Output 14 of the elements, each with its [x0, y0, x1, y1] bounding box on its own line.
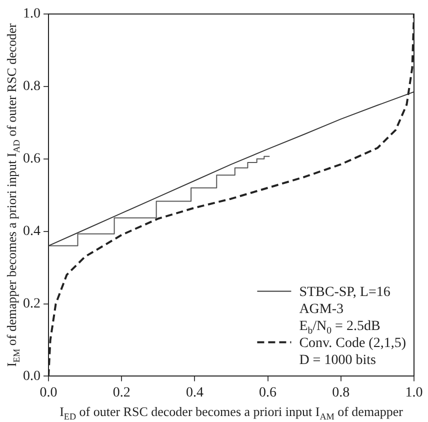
y-tick-label: 0.6	[23, 152, 40, 167]
y-tick-label: 0.0	[23, 368, 40, 384]
x-tick-label: 0.4	[186, 385, 204, 400]
y-tick-label: 0.8	[23, 79, 40, 94]
y-tick-label: 1.0	[23, 6, 40, 22]
y-tick-label: 0.4	[23, 224, 40, 239]
y-axis-title: IEM of demapper becomes a priori input IAD of outer RSC decoder	[4, 22, 22, 367]
x-tick-label: 1.0	[405, 385, 423, 400]
legend-label: Conv. Code (2,1,5) D = 1000 bits	[299, 336, 406, 368]
x-tick-label: 0.2	[112, 385, 130, 400]
x-tick-label: 0.6	[259, 385, 277, 400]
y-tick-label: 0.2	[23, 296, 40, 312]
x-tick-label: 0.8	[332, 385, 350, 400]
x-tick-label: 0.0	[40, 385, 58, 400]
